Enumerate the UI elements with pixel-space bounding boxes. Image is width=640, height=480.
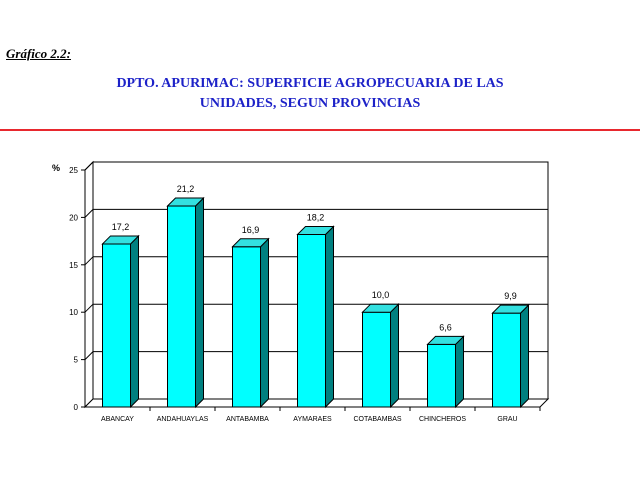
x-tick-label: ABANCAY [101, 416, 134, 423]
bar-side [390, 302, 399, 409]
data-label: 16,9 [242, 225, 260, 235]
bar [362, 311, 391, 408]
gridline-diagonal [84, 303, 94, 313]
chart-labels: 0 5 10 15 20 25% 17,2 ABANCAY 21,2 ANDAHUAYLAS 16,… [52, 163, 518, 423]
data-label: 6,6 [439, 322, 452, 332]
bar-side [520, 303, 529, 409]
title-line-2: UNIDADES, SEGUN PROVINCIAS [199, 96, 421, 111]
bar-side [260, 237, 269, 409]
data-label: 21,2 [177, 184, 195, 194]
bar-top [166, 197, 205, 207]
figure-label: Gráfico 2.2: [6, 46, 71, 61]
y-tick-label: 15 [69, 261, 78, 270]
x-tick-label: COTABAMBAS [353, 416, 401, 423]
bar-side [325, 225, 334, 409]
x-tick-label: CHINCHEROS [419, 416, 466, 423]
x-tick-label: ANTABAMBA [226, 416, 269, 423]
gridline-diagonal [84, 351, 94, 360]
page-title: DPTO. APURIMAC: SUPERFICIE AGROPECUARIA … [0, 74, 620, 114]
bar [427, 343, 456, 408]
x-tick-label: ANDAHUAYLAS [157, 416, 209, 423]
y-tick-label: 0 [74, 403, 79, 412]
bar-top [491, 304, 530, 314]
y-tick-label: 5 [74, 356, 79, 365]
gridline-diagonal [84, 209, 94, 218]
y-axis-label: % [52, 163, 60, 173]
data-label: 10,0 [372, 290, 390, 300]
y-tick-label: 20 [69, 213, 78, 222]
x-tick-label: GRAU [497, 416, 517, 423]
bar-side [455, 335, 464, 409]
bar-top [296, 225, 335, 235]
bar-top [361, 303, 400, 313]
y-tick-label: 25 [69, 166, 78, 175]
divider-line [0, 129, 640, 131]
data-label: 17,2 [112, 222, 130, 232]
title-line-1: DPTO. APURIMAC: SUPERFICIE AGROPECUARIA … [116, 76, 504, 91]
x-tick-label: AYMARAES [293, 416, 332, 423]
bar-top [231, 238, 270, 248]
gridline-diagonal [84, 161, 94, 171]
bar [102, 243, 131, 408]
chart-bars [101, 196, 530, 409]
bar-top [101, 235, 140, 245]
bar [232, 246, 261, 408]
chart-side-wall [84, 160, 94, 409]
bar-side [130, 234, 139, 409]
gridline-diagonal [84, 256, 94, 266]
bar-top [426, 335, 465, 345]
bar [492, 312, 521, 408]
bar [297, 233, 326, 408]
data-label: 9,9 [504, 291, 517, 301]
bar [167, 205, 196, 408]
bar-side [195, 196, 204, 409]
data-label: 18,2 [307, 212, 325, 222]
y-tick-label: 10 [69, 308, 78, 317]
